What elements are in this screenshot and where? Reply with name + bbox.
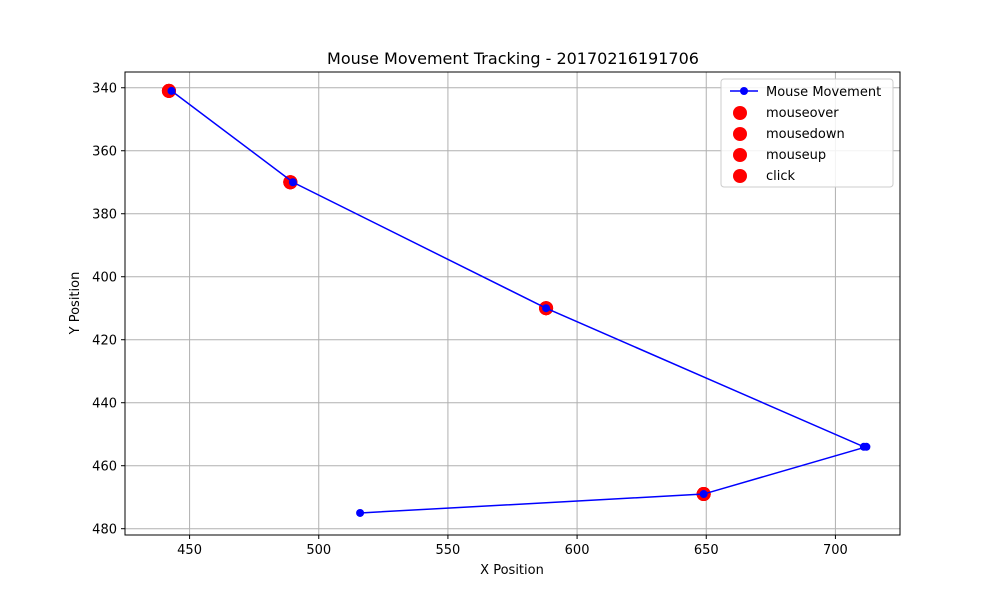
y-tick-label: 400 — [92, 271, 117, 286]
plot-frame — [124, 71, 901, 536]
plot-area — [161, 83, 871, 517]
axis-ticks: 450 500 550 600 650 700 340 360 380 400 420 440 460 4… — [92, 82, 848, 558]
y-axis-label: Y Position — [68, 272, 83, 336]
y-tick-label: 460 — [92, 460, 117, 475]
y-tick-label: 440 — [92, 397, 117, 412]
x-tick-label: 600 — [565, 543, 590, 558]
legend-box — [720, 78, 894, 188]
legend: Mouse Movement mouseover mousedown mouseup c… — [720, 78, 894, 188]
x-axis-label: X Position — [480, 563, 544, 578]
y-tick-label: 340 — [92, 82, 117, 97]
legend-label: mousedown — [766, 127, 845, 142]
legend-swatch-mousedown — [733, 127, 747, 141]
mouse-movement-point — [862, 442, 871, 451]
legend-label: mouseover — [766, 106, 839, 121]
x-tick-label: 500 — [306, 543, 331, 558]
mouse-movement-point — [542, 304, 551, 313]
mouse-movement-point — [356, 508, 365, 517]
legend-swatch-point — [740, 87, 748, 95]
x-tick-label: 700 — [823, 543, 848, 558]
y-tick-label: 380 — [92, 208, 117, 223]
legend-swatch-mouseover — [733, 106, 747, 120]
legend-label: Mouse Movement — [766, 85, 881, 100]
legend-swatch-click — [733, 169, 747, 183]
legend-swatch-mouseup — [733, 148, 747, 162]
mouse-movement-point — [167, 86, 176, 95]
legend-label: click — [766, 169, 796, 184]
x-tick-label: 450 — [177, 543, 202, 558]
x-tick-label: 550 — [436, 543, 461, 558]
legend-label: mouseup — [766, 148, 826, 163]
y-tick-label: 480 — [92, 523, 117, 538]
mouse-movement-point — [288, 178, 297, 187]
y-tick-label: 360 — [92, 145, 117, 160]
chart-title: Mouse Movement Tracking - 20170216191706 — [327, 49, 699, 68]
mouse-movement-point — [699, 490, 708, 499]
y-tick-label: 420 — [92, 334, 117, 349]
x-tick-label: 650 — [694, 543, 719, 558]
